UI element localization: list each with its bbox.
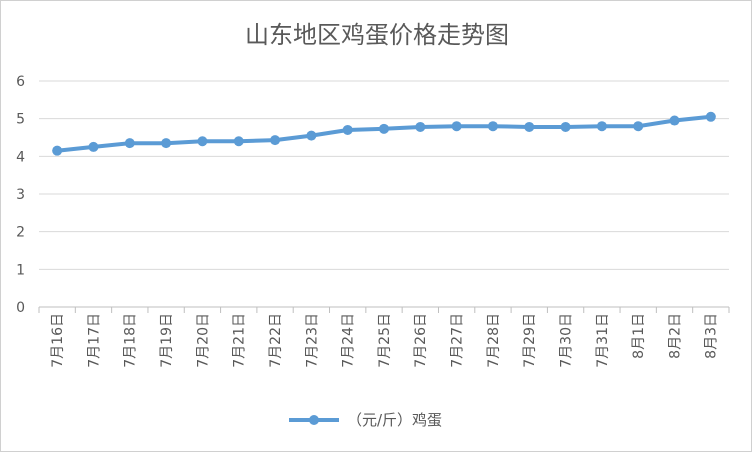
data-point-6: [270, 135, 281, 146]
data-point-1: [88, 141, 99, 152]
data-point-5: [233, 136, 244, 147]
data-point-13: [524, 121, 535, 132]
data-point-17: [669, 115, 680, 126]
legend-marker-swatch: [309, 415, 319, 425]
x-tick-label-10: 7月26日: [413, 313, 429, 368]
x-tick-label-3: 7月19日: [159, 313, 175, 368]
grid-lines: [39, 80, 729, 270]
x-tick-label-4: 7月20日: [195, 313, 211, 368]
x-tick-label-15: 7月31日: [595, 313, 611, 368]
x-tick-label-18: 8月3日: [704, 313, 720, 359]
legend-label: （元/斤）鸡蛋: [347, 411, 442, 429]
x-tick-label-17: 8月2日: [667, 313, 683, 359]
x-tick-label-7: 7月23日: [304, 313, 320, 368]
data-point-14: [560, 121, 571, 132]
y-tick-label-3: 3: [16, 187, 25, 203]
y-tick-label-0: 0: [16, 300, 25, 316]
y-tick-label-5: 5: [16, 112, 25, 128]
data-point-11: [451, 121, 462, 132]
y-tick-label-2: 2: [16, 225, 25, 241]
y-axis-ticks: 0 1 2 3 4 5 6: [16, 74, 25, 316]
data-point-12: [487, 121, 498, 132]
x-tick-label-1: 7月17日: [86, 313, 102, 368]
x-tick-label-0: 7月16日: [50, 313, 66, 368]
x-tick-label-11: 7月27日: [450, 313, 466, 368]
data-point-7: [306, 130, 317, 141]
legend: （元/斤）鸡蛋: [289, 411, 442, 429]
x-tick-label-6: 7月22日: [268, 313, 284, 368]
data-point-18: [705, 111, 716, 122]
y-tick-label-6: 6: [16, 74, 25, 90]
x-tick-label-9: 7月25日: [377, 313, 393, 368]
data-point-4: [197, 136, 208, 147]
data-point-2: [124, 138, 135, 149]
series-layer: [52, 111, 716, 156]
y-tick-label-4: 4: [16, 149, 25, 165]
data-point-0: [52, 145, 63, 156]
x-tick-label-12: 7月28日: [486, 313, 502, 368]
x-tick-label-16: 8月1日: [631, 313, 647, 359]
data-point-10: [415, 121, 426, 132]
data-point-9: [379, 123, 389, 134]
x-tick-label-2: 7月18日: [123, 313, 139, 368]
x-tick-label-14: 7月30日: [558, 313, 574, 368]
x-axis-ticks: 7月16日 7月17日 7月18日 7月19日 7月20日 7月21日 7月22日 7月23日…: [50, 313, 720, 368]
data-point-16: [633, 121, 644, 132]
chart-title: 山东地区鸡蛋价格走势图: [245, 21, 509, 49]
x-tick-label-5: 7月21日: [232, 313, 248, 368]
data-point-8: [342, 124, 353, 135]
data-point-3: [161, 138, 172, 149]
data-point-15: [596, 121, 607, 132]
axes: [38, 306, 730, 313]
x-tick-label-8: 7月24日: [341, 313, 357, 368]
x-tick-label-13: 7月29日: [522, 313, 538, 368]
y-tick-label-1: 1: [16, 262, 25, 278]
